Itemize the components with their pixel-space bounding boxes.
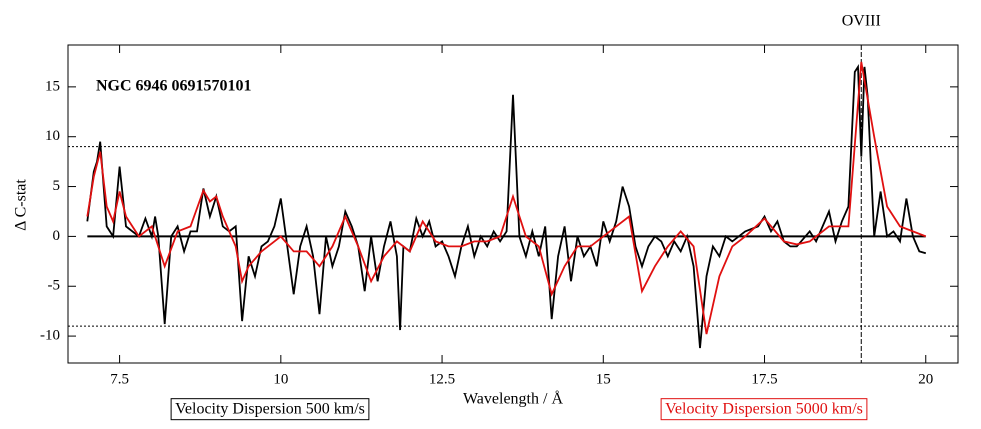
- series-line: [86, 63, 927, 349]
- legend-label: Velocity Dispersion 5000 km/s: [665, 401, 863, 418]
- series-line: [86, 61, 927, 335]
- x-tick-label: 17.5: [751, 371, 777, 387]
- y-tick-label: 15: [45, 78, 60, 94]
- y-axis-label: Δ C-stat: [13, 179, 30, 231]
- y-tick-label: -5: [48, 278, 61, 294]
- y-tick-label: 0: [53, 228, 61, 244]
- x-tick-label: 7.5: [110, 371, 129, 387]
- y-tick-label: -10: [40, 328, 60, 344]
- x-tick-label: 12.5: [429, 371, 455, 387]
- y-tick-label: 5: [53, 178, 61, 194]
- x-tick-label: 10: [273, 371, 288, 387]
- legend-box: [660, 398, 868, 421]
- chart-label: NGC 6946 0691570101: [96, 78, 252, 95]
- x-axis-label: Wavelength / Å: [463, 390, 563, 408]
- legend-box: [170, 398, 370, 421]
- x-tick-label: 15: [596, 371, 611, 387]
- legend-label: Velocity Dispersion 500 km/s: [175, 401, 365, 418]
- annotation-label: OVIII: [842, 13, 881, 30]
- x-tick-label: 20: [918, 371, 933, 387]
- plot-frame: [67, 44, 959, 364]
- y-tick-label: 10: [45, 128, 60, 144]
